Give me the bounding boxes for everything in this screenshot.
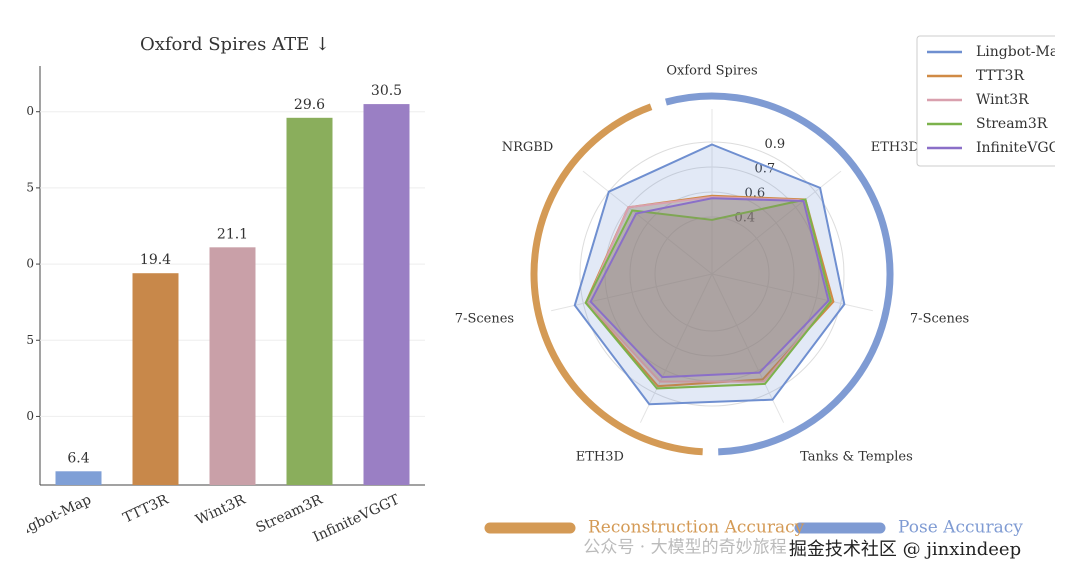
group-label: Pose Accuracy bbox=[898, 518, 1023, 538]
y-tick-label: 10 bbox=[19, 409, 34, 423]
legend-label: TTT3R bbox=[976, 68, 1024, 84]
value-label: 6.4 bbox=[67, 450, 89, 466]
axis-label: NRGBD bbox=[502, 140, 554, 155]
spoke bbox=[711, 273, 785, 423]
axis-label: Tanks & Temples bbox=[800, 449, 913, 464]
bar bbox=[55, 471, 102, 485]
axis-label: 7-Scenes bbox=[455, 312, 514, 327]
r-tick-label: 0.9 bbox=[764, 137, 785, 152]
legend-label: Lingbot-Map bbox=[976, 44, 1067, 60]
x-tick-label: Wint3R bbox=[193, 492, 248, 529]
bar bbox=[286, 117, 333, 485]
spoke bbox=[639, 273, 713, 423]
y-tick-label: 20 bbox=[19, 257, 34, 271]
x-tick-label: TTT3R bbox=[121, 492, 172, 527]
bar-title: Oxford Spires ATE ↓ bbox=[140, 34, 330, 55]
y-tick-label: 15 bbox=[19, 333, 34, 347]
value-label: 30.5 bbox=[371, 83, 402, 99]
legend-label: Stream3R bbox=[976, 116, 1048, 132]
axis-label: 7-Scenes bbox=[910, 312, 969, 327]
ring-reconstruction bbox=[530, 103, 703, 456]
y-tick-label: 25 bbox=[19, 180, 34, 194]
value-label: 29.6 bbox=[294, 97, 325, 113]
bar bbox=[209, 247, 256, 485]
x-tick-label: Lingbot-Map bbox=[5, 492, 94, 545]
radar-series bbox=[573, 143, 846, 406]
value-label: 21.1 bbox=[217, 226, 248, 242]
legend-label: InfiniteVGGT bbox=[976, 140, 1070, 156]
axis-label: ETH3D bbox=[576, 449, 624, 464]
axis-label: Oxford Spires bbox=[666, 64, 757, 79]
panels: Oxford Spires ATE ↓ 10 15 20 25 30 6.4 Lingbot… bbox=[5, 34, 1070, 546]
y-tick-label: 30 bbox=[19, 104, 34, 118]
spoke bbox=[711, 273, 873, 312]
radar-series bbox=[584, 198, 833, 390]
radar-series bbox=[589, 197, 830, 379]
ring-pose bbox=[665, 92, 894, 456]
group-label: Reconstruction Accuracy bbox=[588, 518, 805, 538]
watermark: 掘金技术社区 @ jinxindeep bbox=[789, 539, 1021, 560]
value-label: 19.4 bbox=[140, 252, 171, 268]
spoke bbox=[551, 273, 713, 312]
bar bbox=[363, 104, 410, 485]
watermark: 公众号 · 大模型的奇妙旅程 bbox=[583, 538, 786, 558]
spoke bbox=[582, 170, 713, 275]
legend-label: Wint3R bbox=[976, 92, 1029, 108]
axis-label: ETH3D bbox=[871, 140, 919, 155]
r-tick-label: 0.7 bbox=[754, 162, 775, 177]
legend-box bbox=[916, 35, 1055, 167]
bar bbox=[132, 273, 179, 485]
x-tick-label: InfiniteVGGT bbox=[311, 491, 403, 545]
